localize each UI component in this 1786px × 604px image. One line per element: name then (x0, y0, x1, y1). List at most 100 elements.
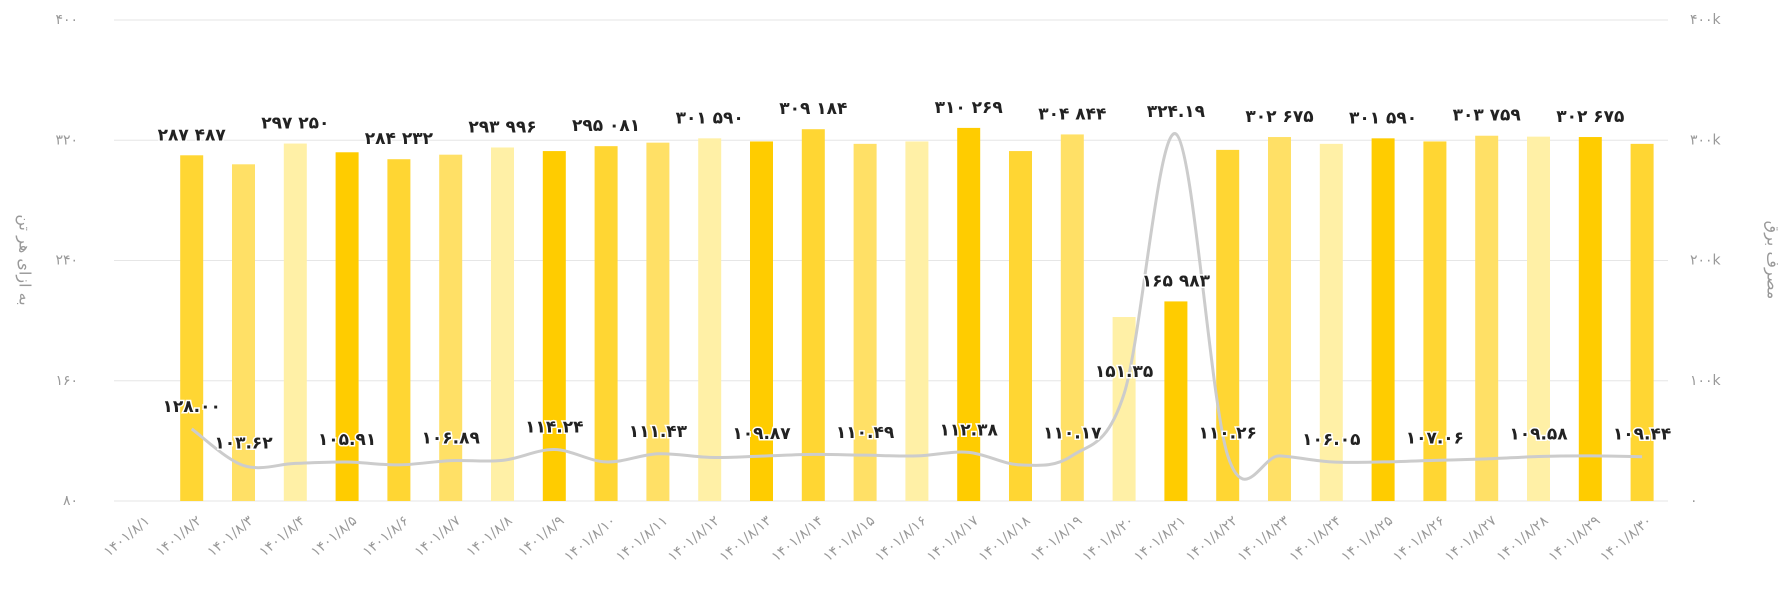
x-tick-label: ۱۴۰۱/۸/۲۲ (1183, 513, 1241, 565)
data-label: ۳۱۰ ۲۶۹ (935, 98, 1004, 118)
x-tick-label: ۱۴۰۱/۸/۲۱ (1131, 513, 1189, 565)
bar (180, 155, 204, 501)
x-tick-label: ۱۴۰۱/۸/۲۹ (1546, 513, 1604, 565)
x-tick-label: ۱۴۰۱/۸/۳ (205, 513, 257, 561)
x-tick-label: ۱۴۰۱/۸/۲۶ (1390, 513, 1448, 565)
y2-tick-label: ۱۰۰k (1690, 373, 1722, 389)
y2-tick-label: ۳۰۰k (1690, 132, 1722, 148)
bar (335, 152, 359, 501)
data-label: ۱۱۰.۱۷ (1043, 424, 1102, 444)
bar (542, 151, 566, 501)
bar (491, 147, 514, 502)
x-tick-label: ۱۴۰۱/۸/۱۹ (1028, 513, 1086, 565)
x-tick-label: ۱۴۰۱/۸/۲۵ (1338, 513, 1396, 565)
y-axis-title: به ازای هر تن (15, 214, 35, 305)
x-tick-label: ۱۴۰۱/۸/۸ (464, 513, 516, 561)
bar (1475, 135, 1499, 501)
bar (1527, 136, 1550, 501)
data-label: ۲۸۴ ۲۳۲ (365, 129, 434, 149)
x-tick-label: ۱۴۰۱/۸/۲۸ (1494, 513, 1552, 565)
x-tick-label: ۱۴۰۱/۸/۵ (308, 513, 360, 560)
x-tick-label: ۱۴۰۱/۸/۱۱ (613, 513, 671, 565)
bar (232, 164, 255, 502)
data-label: ۳۰۳ ۷۵۹ (1453, 106, 1522, 126)
bar (1578, 137, 1602, 501)
x-tick-label: ۱۴۰۱/۸/۲ (153, 513, 205, 560)
bar (1009, 151, 1032, 501)
data-label: ۱۱۰.۴۹ (836, 423, 895, 443)
y-tick-label: ۱۶۰ (55, 373, 78, 389)
x-tick-label: ۱۴۰۱/۸/۶ (360, 513, 412, 560)
data-label: ۲۸۷ ۴۸۷ (158, 125, 227, 145)
data-label: ۳۰۹ ۱۸۴ (779, 99, 847, 119)
y2-axis-title: مصرف برق (1763, 221, 1783, 300)
x-tick-label: ۱۴۰۱/۸/۲۳ (1235, 513, 1293, 565)
x-tick-label: ۱۴۰۱/۸/۲۷ (1442, 513, 1500, 565)
x-tick-label: ۱۴۰۱/۸/۳۰ (1597, 513, 1655, 565)
x-tick-label: ۱۴۰۱/۸/۲۰ (1079, 513, 1137, 565)
data-label: ۱۰۶.۸۹ (422, 429, 481, 449)
bar (1268, 137, 1291, 501)
x-tick-label: ۱۴۰۱/۸/۱۵ (820, 513, 878, 565)
x-tick-label: ۱۴۰۱/۸/۱۴ (769, 513, 827, 565)
y2-tick-label: ۲۰۰k (1690, 253, 1722, 269)
data-label: ۳۰۱ ۵۹۰ (1349, 108, 1417, 128)
bar (853, 143, 877, 502)
data-label: ۱۰۵.۹۱ (318, 430, 376, 450)
data-label: ۲۹۵ ۰۸۱ (572, 116, 640, 136)
data-label: ۱۰۷.۰۶ (1406, 428, 1464, 448)
y2-tick-label: ۰ (1690, 493, 1698, 509)
line (190, 132, 1643, 481)
bar (1164, 301, 1188, 501)
bar (1371, 138, 1395, 502)
bar (646, 142, 670, 501)
data-label: ۱۱۰.۲۶ (1199, 424, 1257, 444)
bar (1060, 134, 1084, 501)
x-tick-label: ۱۴۰۱/۸/۴ (256, 513, 308, 560)
bar (1423, 141, 1447, 501)
data-label: ۲۹۳ ۹۹۶ (468, 117, 536, 137)
x-tick-label: ۱۴۰۱/۸/۱۷ (924, 513, 982, 565)
bar (1112, 317, 1136, 501)
data-label: ۱۱۴.۲۴ (525, 418, 583, 438)
data-label: ۱۰۹.۴۴ (1613, 425, 1671, 445)
bar (1319, 143, 1343, 502)
bar (283, 143, 307, 501)
y-tick-label: ۳۲۰ (55, 132, 78, 148)
data-label: ۲۹۷ ۲۵۰ (261, 114, 329, 134)
y-tick-label: ۸۰ (63, 493, 78, 509)
bar (1216, 149, 1240, 501)
bar (439, 154, 463, 501)
x-tick-label: ۱۴۰۱/۸/۱۶ (872, 513, 930, 565)
x-tick-label: ۱۴۰۱/۸/۷ (412, 513, 464, 561)
x-tick-label: ۱۴۰۱/۸/۱۳ (717, 513, 775, 565)
bar (1630, 143, 1654, 502)
bar (594, 146, 618, 501)
x-tick-label: ۱۴۰۱/۸/۱۲ (665, 513, 723, 565)
data-label: ۱۰۹.۵۸ (1509, 425, 1568, 445)
data-label: ۱۰۳.۶۲ (214, 433, 273, 453)
data-label: ۳۰۲ ۶۷۵ (1556, 107, 1624, 127)
data-label: ۳۰۲ ۶۷۵ (1245, 107, 1313, 127)
x-tick-label: ۱۴۰۱/۸/۲۴ (1287, 513, 1345, 565)
data-label: ۱۱۲.۳۸ (940, 420, 999, 440)
bar (905, 141, 929, 501)
data-label: ۳۲۴.۱۹ (1147, 102, 1206, 122)
x-tick-label: ۱۴۰۱/۸/۱ (101, 513, 153, 560)
x-tick-label: ۱۴۰۱/۸/۱۰ (561, 513, 619, 565)
data-label: ۱۱۱.۴۳ (629, 422, 688, 442)
bar (801, 129, 825, 501)
bar (750, 141, 773, 501)
data-label: ۱۰۹.۸۷ (732, 424, 791, 444)
bar (387, 159, 411, 502)
data-label: ۱۶۵ ۹۸۳ (1142, 271, 1211, 291)
data-label: ۳۰۴ ۸۴۴ (1038, 104, 1106, 124)
bar (957, 127, 981, 502)
data-label: ۱۵۱.۳۵ (1095, 362, 1153, 382)
y-tick-label: ۲۴۰ (55, 253, 78, 269)
y2-tick-label: ۴۰۰k (1690, 12, 1722, 28)
bar (698, 138, 722, 502)
data-label: ۳۰۱ ۵۹۰ (676, 108, 744, 128)
x-tick-label: ۱۴۰۱/۸/۱۸ (976, 513, 1034, 565)
